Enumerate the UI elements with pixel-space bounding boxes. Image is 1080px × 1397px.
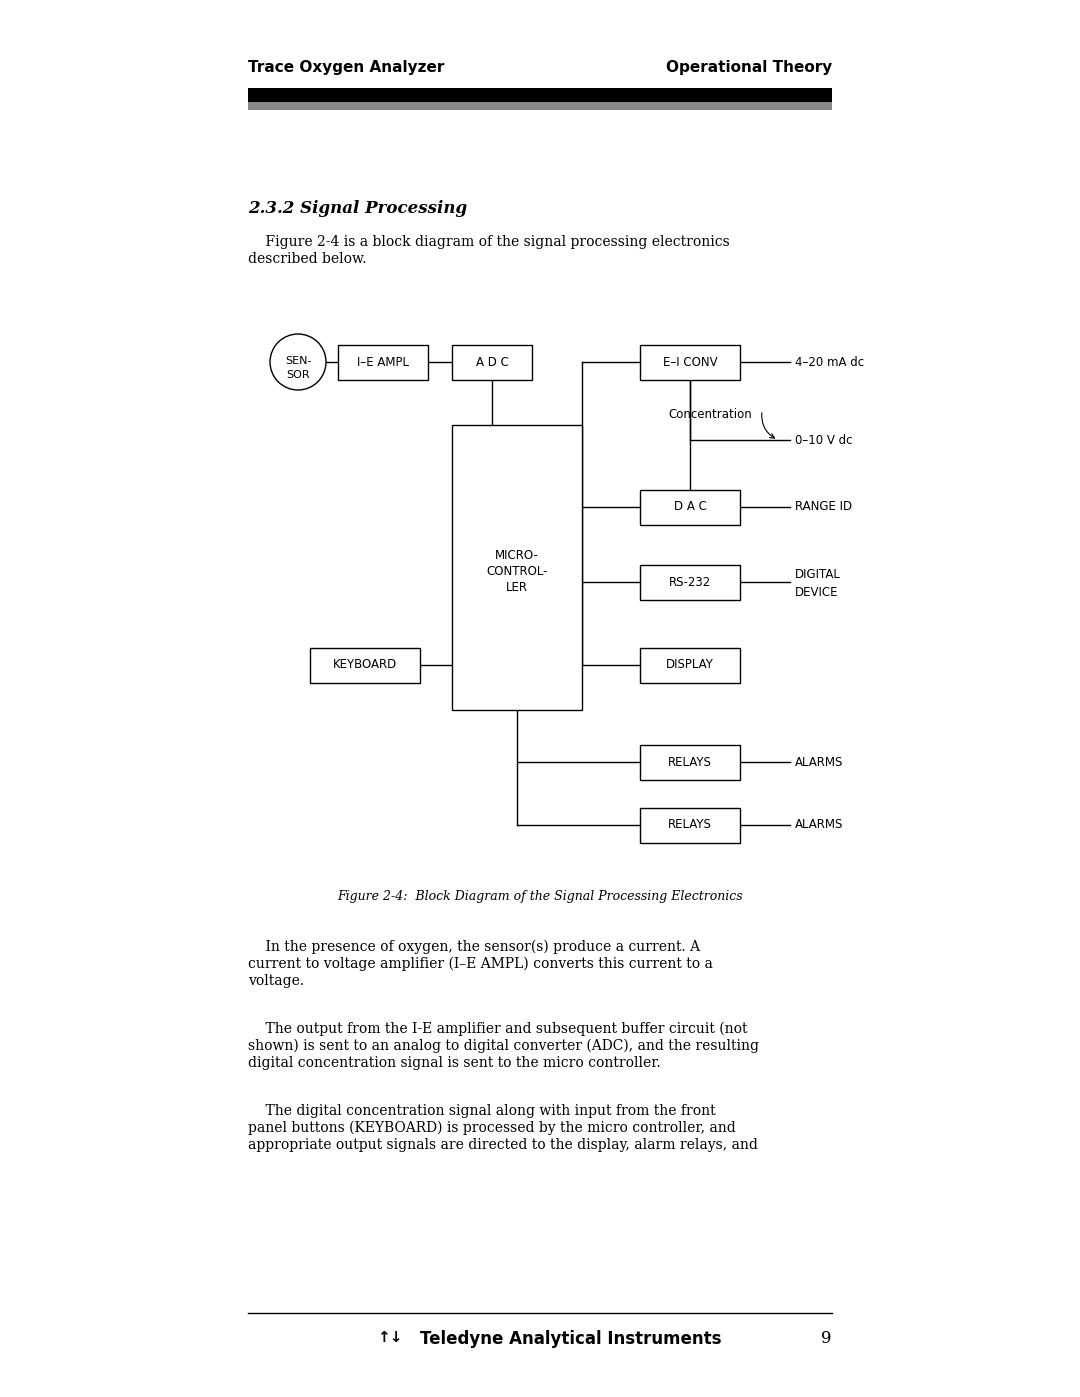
- Text: I–E AMPL: I–E AMPL: [357, 355, 409, 369]
- Text: Figure 2-4 is a block diagram of the signal processing electronics: Figure 2-4 is a block diagram of the sig…: [248, 235, 730, 249]
- Text: panel buttons (KEYBOARD) is processed by the micro controller, and: panel buttons (KEYBOARD) is processed by…: [248, 1120, 735, 1136]
- Text: RS-232: RS-232: [669, 576, 711, 588]
- Text: DISPLAY: DISPLAY: [666, 658, 714, 672]
- Text: A D C: A D C: [475, 355, 509, 369]
- Text: shown) is sent to an analog to digital converter (ADC), and the resulting: shown) is sent to an analog to digital c…: [248, 1039, 759, 1053]
- Text: D A C: D A C: [674, 500, 706, 514]
- Text: ↑↓: ↑↓: [377, 1330, 403, 1345]
- Text: digital concentration signal is sent to the micro controller.: digital concentration signal is sent to …: [248, 1056, 661, 1070]
- Bar: [640, 807, 740, 842]
- Text: described below.: described below.: [248, 251, 366, 265]
- Text: Figure 2-4:  Block Diagram of the Signal Processing Electronics: Figure 2-4: Block Diagram of the Signal …: [337, 890, 743, 902]
- Text: voltage.: voltage.: [248, 974, 305, 988]
- Circle shape: [270, 334, 326, 390]
- Bar: [248, 88, 832, 102]
- Bar: [248, 102, 832, 110]
- Text: The output from the I-E amplifier and subsequent buffer circuit (not: The output from the I-E amplifier and su…: [248, 1023, 747, 1037]
- Text: current to voltage amplifier (I–E AMPL) converts this current to a: current to voltage amplifier (I–E AMPL) …: [248, 957, 713, 971]
- Text: LER: LER: [507, 581, 528, 594]
- Text: SOR: SOR: [286, 370, 310, 380]
- Text: SEN-: SEN-: [285, 356, 311, 366]
- Text: E–I CONV: E–I CONV: [663, 355, 717, 369]
- Text: Teledyne Analytical Instruments: Teledyne Analytical Instruments: [420, 1330, 721, 1348]
- Bar: [640, 745, 740, 780]
- Text: ALARMS: ALARMS: [795, 756, 843, 768]
- Bar: [453, 345, 532, 380]
- FancyArrowPatch shape: [761, 412, 774, 439]
- Bar: [640, 648, 740, 683]
- Text: ALARMS: ALARMS: [795, 819, 843, 831]
- Text: RELAYS: RELAYS: [669, 756, 712, 768]
- Text: Trace Oxygen Analyzer: Trace Oxygen Analyzer: [248, 60, 444, 75]
- Bar: [338, 345, 428, 380]
- Text: Concentration: Concentration: [669, 408, 752, 420]
- Text: appropriate output signals are directed to the display, alarm relays, and: appropriate output signals are directed …: [248, 1139, 758, 1153]
- Bar: [453, 425, 582, 710]
- Text: 4–20 mA dc: 4–20 mA dc: [795, 355, 864, 369]
- Text: DIGITAL: DIGITAL: [795, 567, 841, 581]
- Text: 0–10 V dc: 0–10 V dc: [795, 433, 852, 447]
- Text: The digital concentration signal along with input from the front: The digital concentration signal along w…: [248, 1104, 716, 1118]
- Text: CONTROL-: CONTROL-: [486, 564, 548, 578]
- Bar: [640, 490, 740, 525]
- Text: KEYBOARD: KEYBOARD: [333, 658, 397, 672]
- Text: MICRO-: MICRO-: [495, 549, 539, 562]
- Bar: [310, 648, 420, 683]
- Text: DEVICE: DEVICE: [795, 585, 838, 598]
- Text: 2.3.2 Signal Processing: 2.3.2 Signal Processing: [248, 200, 468, 217]
- Text: In the presence of oxygen, the sensor(s) produce a current. A: In the presence of oxygen, the sensor(s)…: [248, 940, 700, 954]
- Text: Operational Theory: Operational Theory: [665, 60, 832, 75]
- Text: RELAYS: RELAYS: [669, 819, 712, 831]
- Text: 9: 9: [822, 1330, 832, 1347]
- Bar: [640, 564, 740, 599]
- Text: RANGE ID: RANGE ID: [795, 500, 852, 514]
- Bar: [640, 345, 740, 380]
